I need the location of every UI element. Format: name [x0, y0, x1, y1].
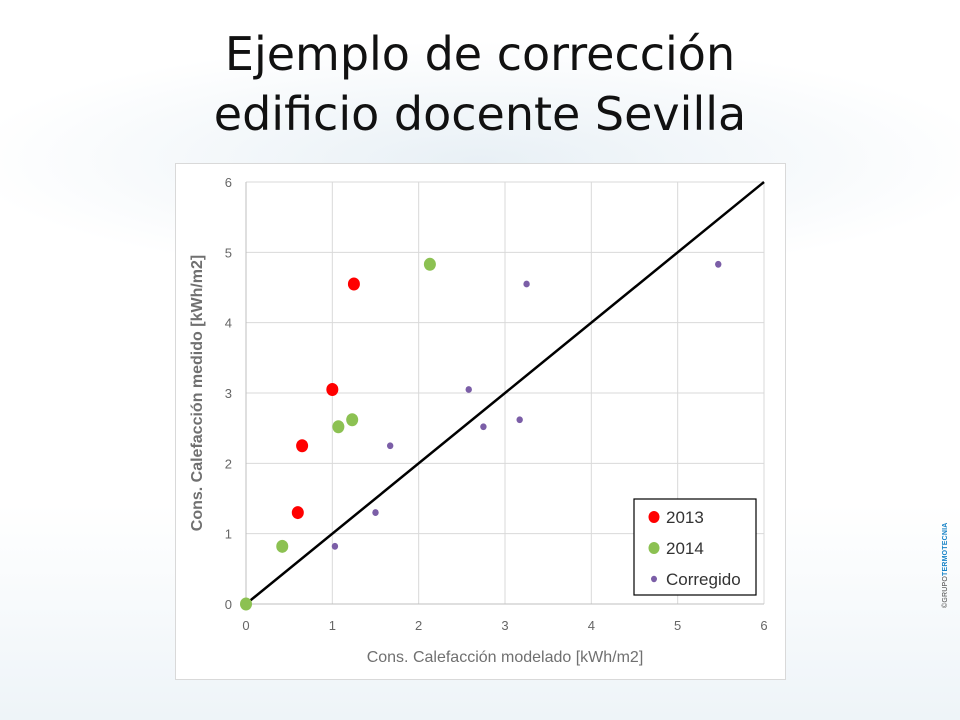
point-corregido [372, 509, 379, 516]
point-2014 [240, 597, 252, 611]
y-tick-label: 4 [225, 316, 232, 331]
point-2014 [332, 420, 345, 434]
x-tick-label: 4 [588, 618, 595, 633]
legend-marker [651, 575, 657, 583]
title-line-2: edificio docente Sevilla [213, 87, 747, 141]
tick-labels: 0 1 2 3 4 5 6 0 1 2 3 4 5 6 [225, 175, 768, 633]
point-corregido [465, 386, 472, 393]
point-2013 [291, 506, 304, 520]
point-2013 [326, 382, 339, 396]
legend-label: 2013 [666, 508, 704, 527]
scatter-chart: 0 1 2 3 4 5 6 0 1 2 3 4 5 6 Cons. Calefacción modelad… [175, 163, 786, 680]
data-points [240, 257, 722, 611]
y-tick-label: 1 [225, 527, 232, 542]
legend: 2013 2014 Corregido [633, 498, 757, 596]
point-corregido [331, 542, 339, 550]
legend-marker [648, 511, 660, 523]
x-tick-label: 1 [329, 618, 336, 633]
y-tick-label: 6 [225, 175, 232, 190]
x-tick-label: 2 [415, 618, 422, 633]
point-corregido [715, 260, 722, 268]
x-tick-label: 0 [242, 618, 249, 633]
legend-label: Corregido [666, 570, 741, 589]
point-2013 [347, 277, 360, 291]
legend-label: 2014 [666, 539, 704, 558]
chart-canvas: 0 1 2 3 4 5 6 0 1 2 3 4 5 6 Cons. Calefacción modelad… [189, 175, 768, 666]
legend-marker [648, 542, 660, 554]
brand-watermark: ©GRUPOTERMOTECNIA [940, 512, 952, 622]
point-corregido [480, 423, 487, 431]
point-2014 [423, 257, 436, 271]
y-tick-label: 2 [225, 456, 232, 471]
point-corregido [516, 416, 523, 424]
reference-line [245, 181, 765, 605]
brand-name: TERMOTECNIA [942, 522, 949, 576]
point-2014 [346, 413, 359, 427]
y-tick-label: 5 [225, 245, 232, 260]
y-tick-label: 0 [225, 597, 232, 612]
legend-items: 2013 2014 Corregido [648, 508, 741, 589]
x-tick-label: 5 [674, 618, 681, 633]
title-line-1: Ejemplo de corrección [224, 27, 736, 81]
axes [245, 182, 764, 605]
point-2014 [276, 539, 289, 553]
point-corregido [386, 442, 394, 450]
y-axis-title: Cons. Calefacción medido [kWh/m2] [189, 255, 206, 531]
y-tick-label: 3 [225, 386, 232, 401]
point-2013 [296, 439, 309, 453]
x-tick-label: 3 [501, 618, 508, 633]
x-tick-label: 6 [760, 618, 767, 633]
point-corregido [523, 280, 530, 288]
brand-prefix: ©GRUPO [942, 575, 949, 608]
slide-title: Ejemplo de corrección edificio docente S… [0, 24, 960, 144]
x-axis-title: Cons. Calefacción modelado [kWh/m2] [367, 649, 644, 666]
